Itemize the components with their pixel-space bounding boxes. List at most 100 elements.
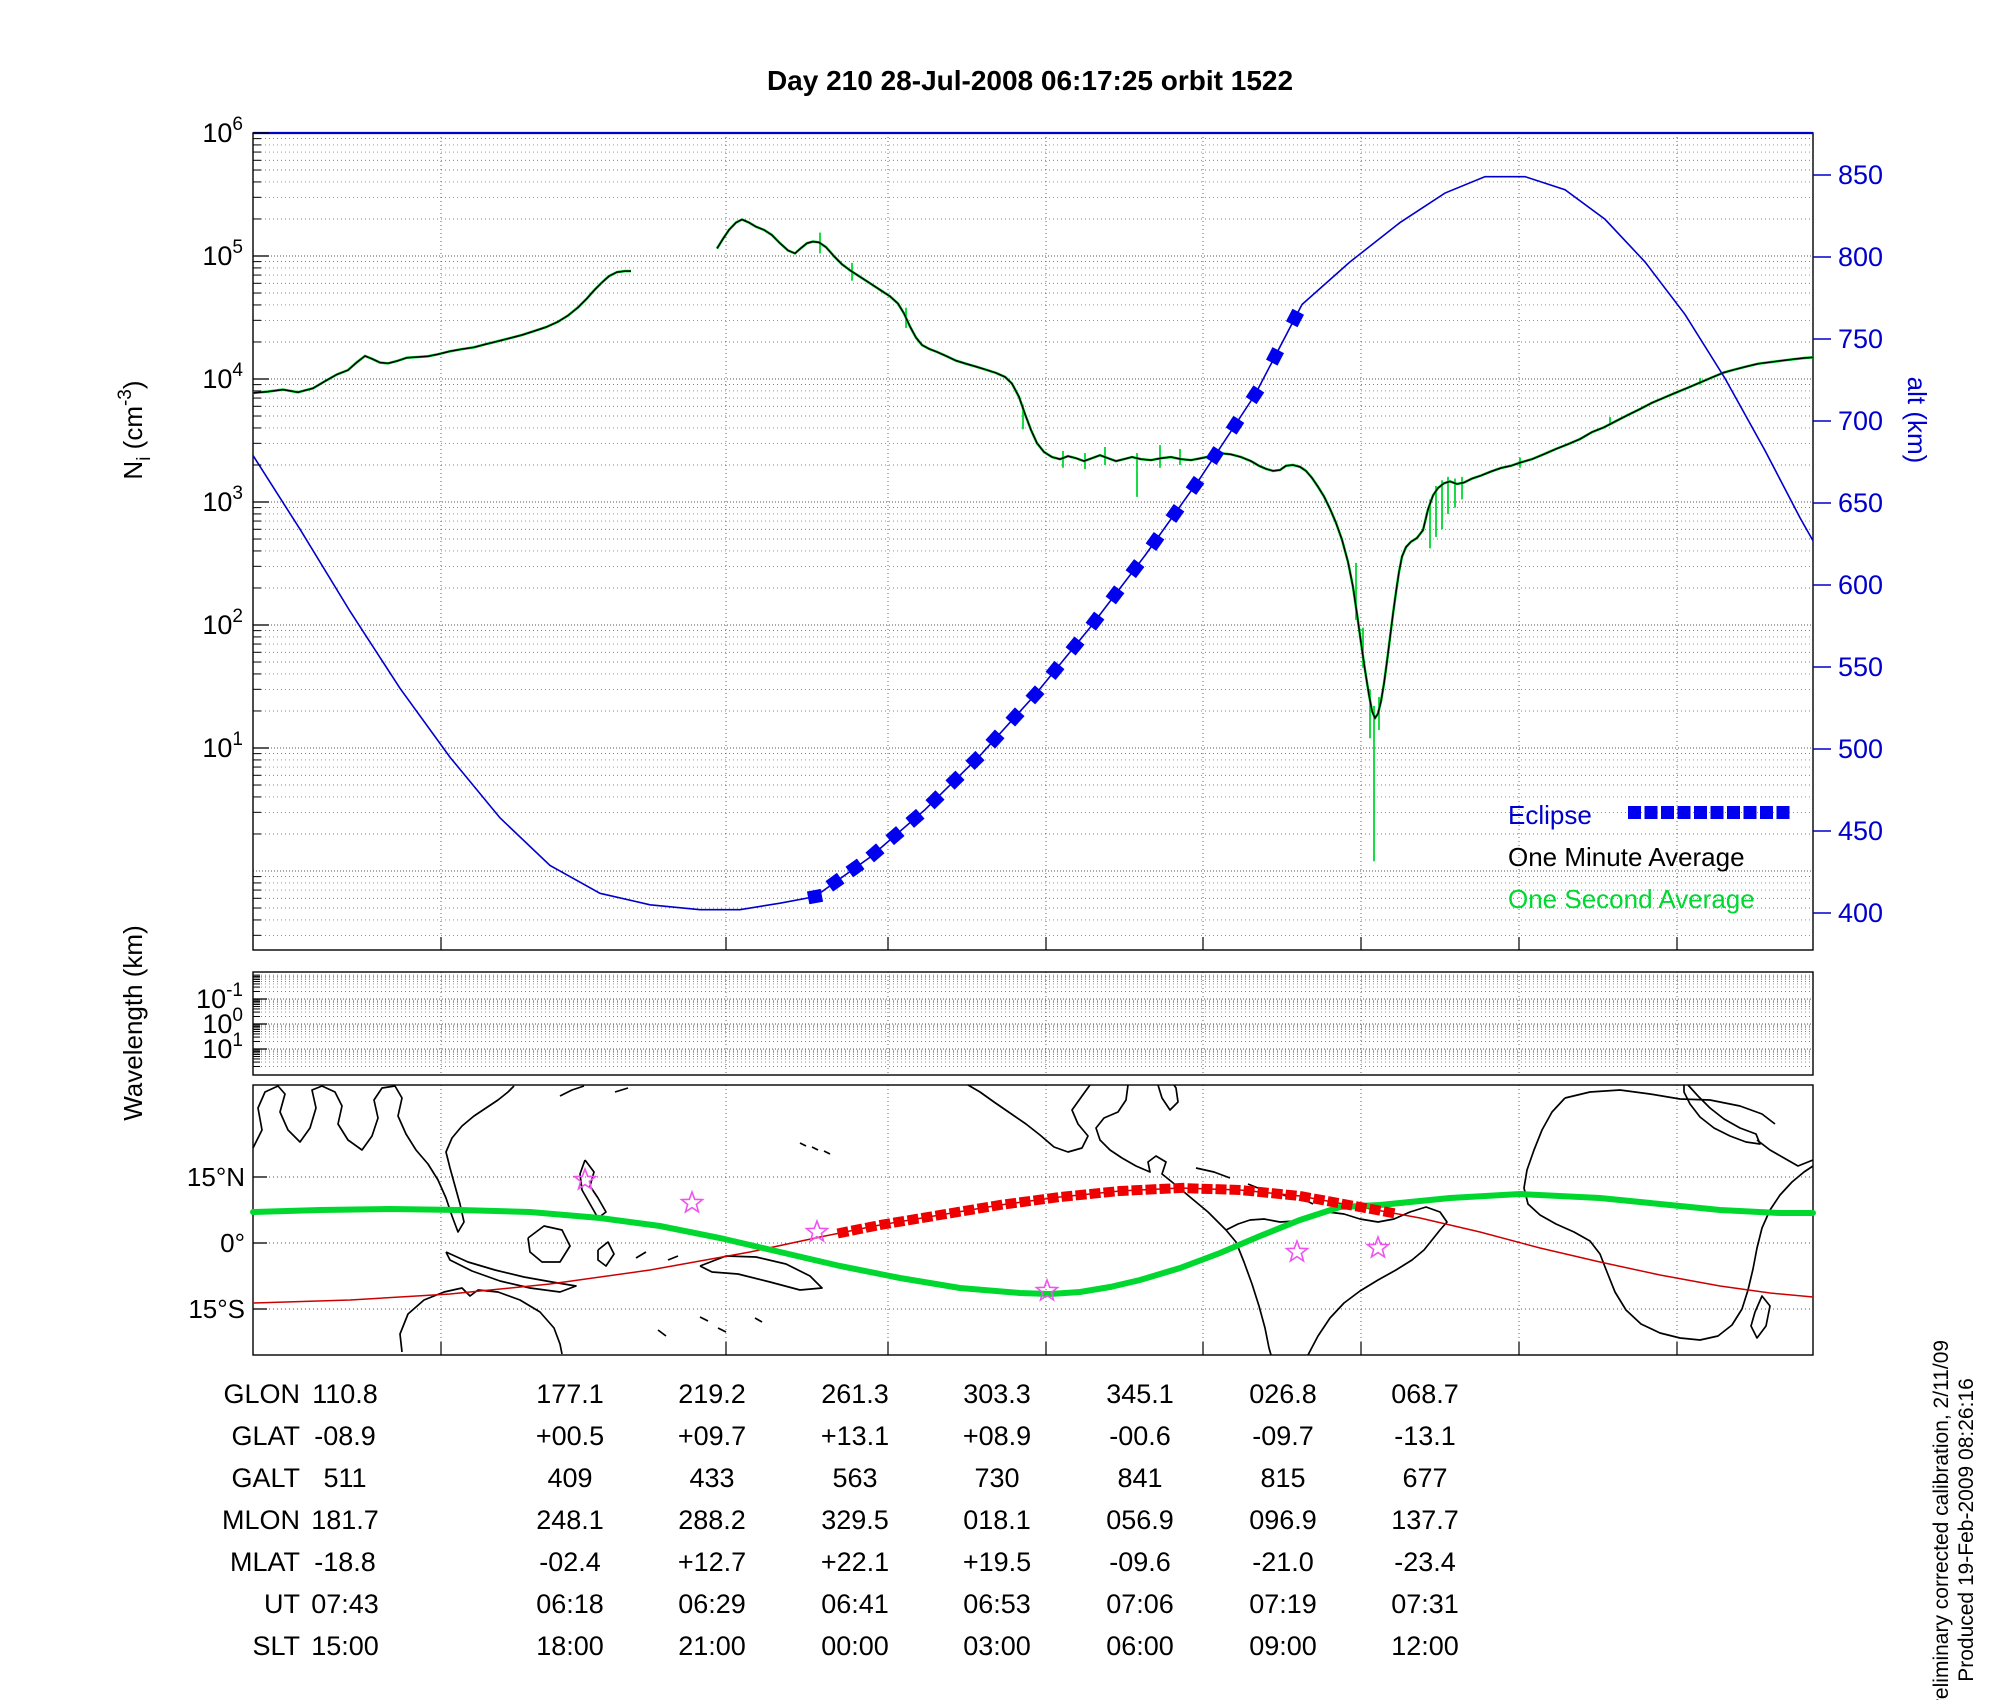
density-tick-label: 101 (202, 729, 243, 763)
legend-eclipse-square (1727, 806, 1740, 819)
coastline (1756, 1139, 1814, 1167)
legend-eclipse-square (1694, 806, 1707, 819)
map-eclipse-marker (1326, 1196, 1340, 1208)
coastline (657, 1329, 667, 1337)
eclipse-marker (806, 888, 824, 905)
legend-eclipse-square (1677, 806, 1691, 819)
coastline (699, 1316, 709, 1322)
coastline (635, 1251, 647, 1259)
alt-tick-label: 450 (1838, 816, 1883, 846)
eclipse-marker (965, 750, 985, 771)
eclipse-marker (845, 858, 865, 878)
legend-eclipse-square (1661, 806, 1674, 819)
produced-note: Produced 19-Feb-2009 08:26:16 (1955, 1378, 1978, 1682)
map-eclipse-marker (1004, 1197, 1018, 1210)
ground-track-green (250, 1190, 1816, 1298)
legend: Eclipse One Minute Average One Second Av… (1508, 800, 1790, 914)
map-eclipse-marker (864, 1220, 878, 1233)
map-eclipse-marker (1340, 1198, 1354, 1211)
table-cell: 329.5 (821, 1505, 889, 1535)
alt-tick-label: 550 (1838, 652, 1883, 682)
alt-tick-label: 400 (1838, 898, 1883, 928)
density-tick-label: 105 (202, 237, 243, 271)
eclipse-marker (1005, 707, 1025, 727)
map-eclipse-marker (1075, 1189, 1087, 1201)
density-tick-label: 106 (202, 114, 243, 148)
table-row-label: MLON (222, 1505, 300, 1535)
table-cell: +09.7 (678, 1421, 746, 1451)
table-cell: 18:00 (536, 1631, 604, 1661)
legend-eclipse-swatch (1628, 806, 1790, 819)
map-eclipse-marker (976, 1201, 990, 1214)
table-cell: 03:00 (963, 1631, 1031, 1661)
wavelength-panel-border (252, 971, 1814, 1076)
eclipse-marker (1065, 636, 1085, 656)
table-row-label: MLAT (230, 1547, 300, 1577)
table-row-label: SLT (252, 1631, 300, 1661)
coastline (967, 1084, 1091, 1153)
table-cell: 06:53 (963, 1589, 1031, 1619)
map-eclipse-marker (1173, 1182, 1185, 1194)
table-cell: +22.1 (821, 1547, 889, 1577)
table-cell: 730 (974, 1463, 1019, 1493)
gridlines (253, 133, 1813, 1355)
table-cell: 09:00 (1249, 1631, 1317, 1661)
coastline (1523, 1097, 1814, 1341)
coastline (614, 1087, 629, 1093)
coastline (1157, 1084, 1179, 1111)
eclipse-marker (925, 790, 945, 810)
map-eclipse-marker (1257, 1186, 1269, 1198)
table-cell: 06:00 (1106, 1631, 1174, 1661)
eclipse-marker (1105, 585, 1125, 605)
one-second-average-curve (252, 269, 631, 395)
coastline (823, 1150, 831, 1155)
table-cell: 21:00 (678, 1631, 746, 1661)
coastline (1683, 1084, 1761, 1145)
table-cell: -00.6 (1109, 1421, 1171, 1451)
coastline (597, 1241, 615, 1267)
table-cell: 110.8 (312, 1379, 378, 1409)
eclipse-marker (1286, 308, 1304, 328)
coastline (1225, 1206, 1448, 1356)
panel-borders (252, 131, 1814, 1356)
coastline (811, 1146, 819, 1151)
table-cell: 563 (832, 1463, 877, 1493)
table-cell: 677 (1402, 1463, 1447, 1493)
table-cell: 303.3 (963, 1379, 1031, 1409)
table-cell: 06:29 (678, 1589, 746, 1619)
table-cell: 288.2 (678, 1505, 746, 1535)
coastline (1195, 1167, 1231, 1179)
table-cell: 068.7 (1391, 1379, 1459, 1409)
table-cell: 181.7 (311, 1505, 379, 1535)
table-cell: -21.0 (1252, 1547, 1314, 1577)
table-cell: 06:41 (821, 1589, 889, 1619)
alt-axis-label: alt (km) (1902, 377, 1932, 464)
figure-title: Day 210 28-Jul-2008 06:17:25 orbit 1522 (767, 65, 1293, 96)
legend-eclipse-square (1776, 806, 1790, 819)
map-eclipse-marker (948, 1206, 962, 1219)
table-cell: 07:43 (311, 1589, 379, 1619)
star-marker (572, 1166, 598, 1191)
coastline (667, 1255, 679, 1261)
table-cell: -08.9 (314, 1421, 376, 1451)
map-eclipse-marker (1354, 1201, 1368, 1214)
wavelength-tick-label: 10-1 (196, 980, 243, 1014)
table-cell: +00.5 (536, 1421, 604, 1451)
map-eclipse-marker (1201, 1183, 1213, 1195)
table-cell: 07:06 (1106, 1589, 1174, 1619)
coastline (252, 1085, 515, 1233)
map-eclipse-marker (1285, 1189, 1297, 1201)
table-cell: 511 (323, 1463, 366, 1493)
axis-ticks (253, 132, 1831, 1355)
table-cell: 018.1 (963, 1505, 1031, 1535)
table-cell: 177.1 (536, 1379, 604, 1409)
map-eclipse-marker (934, 1208, 948, 1221)
map-eclipse-marker (892, 1215, 906, 1228)
map-eclipse-marker (920, 1211, 934, 1224)
orbit-track-red (252, 1187, 1814, 1304)
coastline (559, 1085, 585, 1097)
map-lat-label: 15°S (188, 1294, 245, 1324)
eclipse-marker (1205, 446, 1225, 466)
legend-eclipse-square (1710, 806, 1724, 819)
